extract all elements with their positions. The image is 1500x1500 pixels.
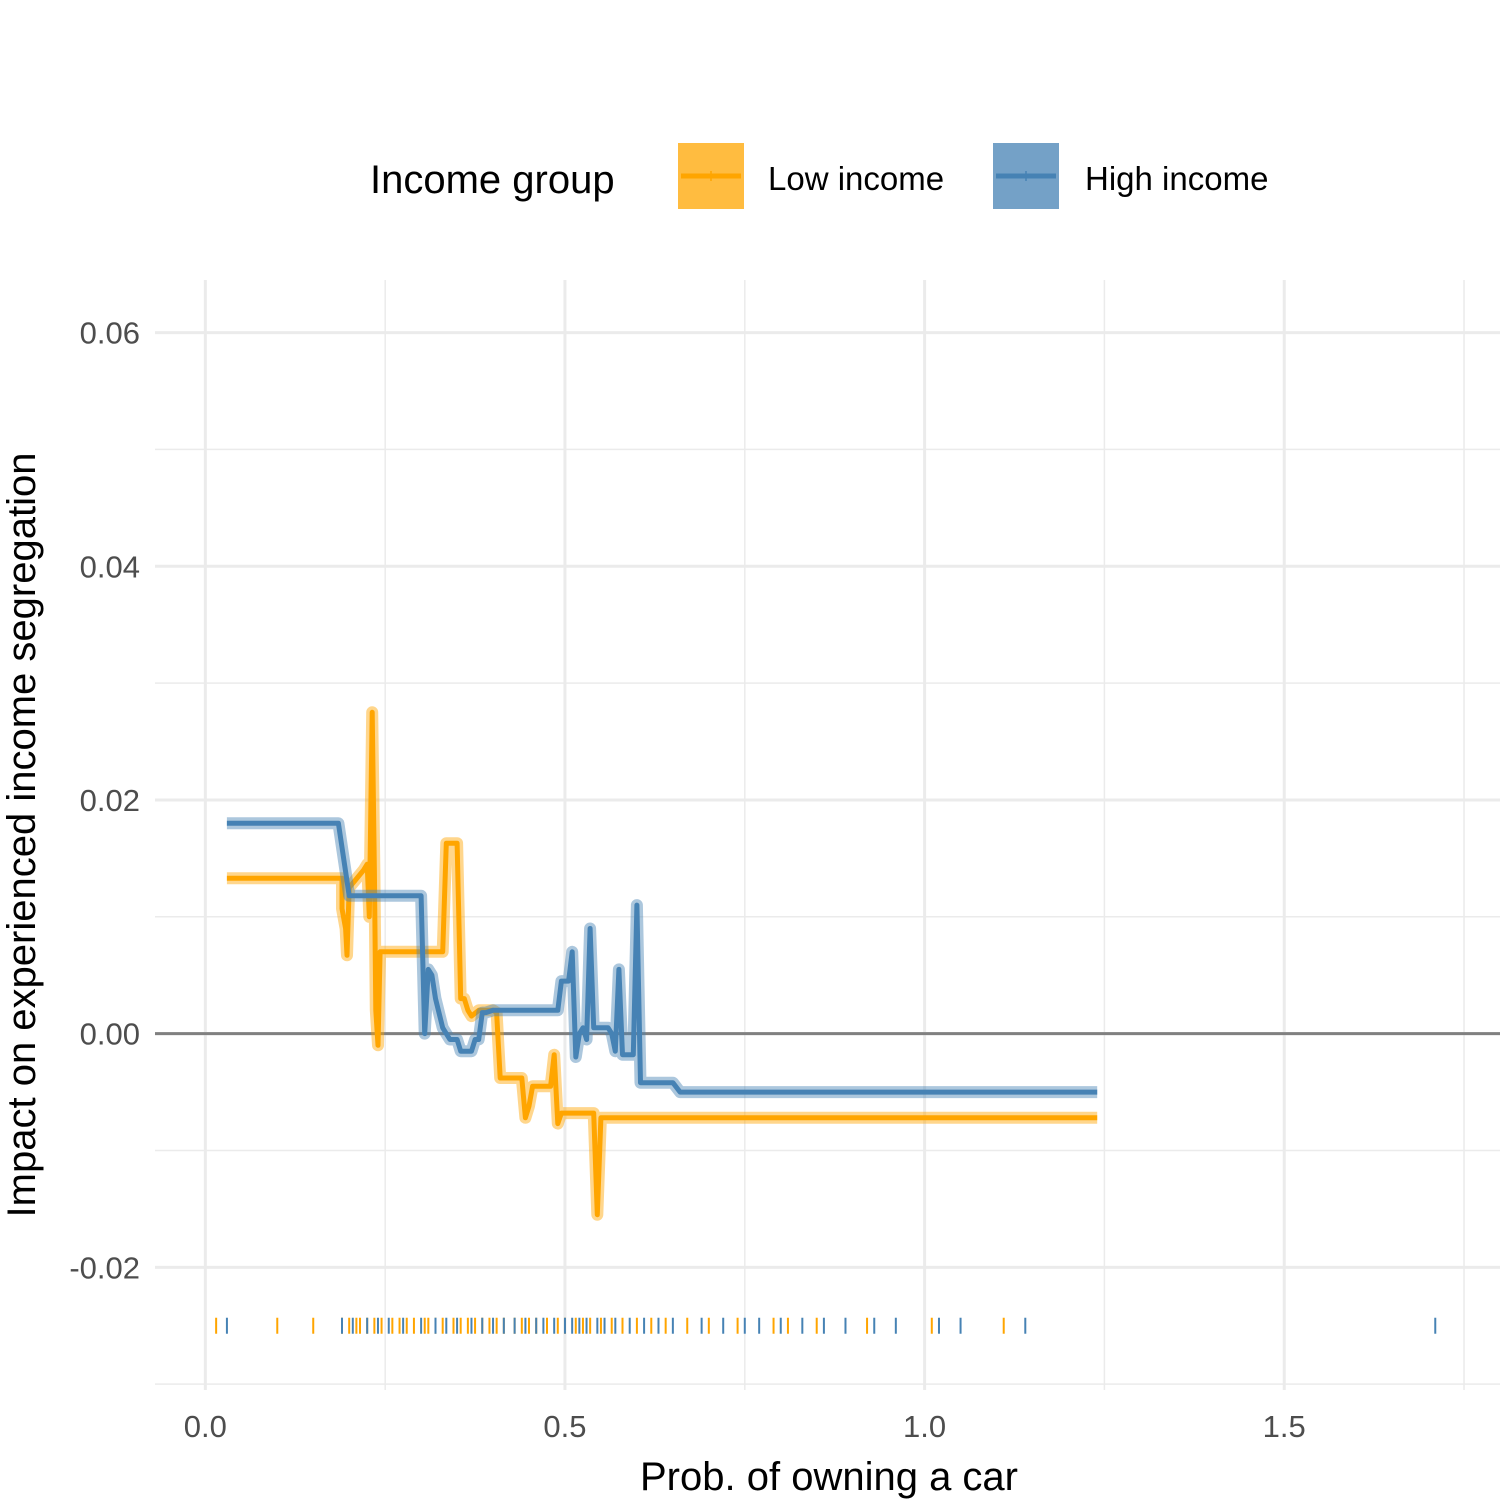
series-band-low-income [226, 706, 1098, 1221]
major-gridlines [155, 280, 1500, 1390]
rug-marks [215, 1317, 1437, 1334]
x-tick-label: 0.5 [543, 1409, 586, 1444]
x-tick-label: 0.0 [184, 1409, 227, 1444]
y-axis-ticks: -0.02 0.00 0.02 0.04 0.06 [69, 316, 140, 1286]
y-tick-label: 0.06 [80, 316, 140, 351]
y-tick-label: -0.02 [69, 1250, 140, 1285]
y-tick-label: 0.02 [80, 783, 140, 818]
series-line-low-income [226, 709, 1098, 1218]
legend-label-low-income: Low income [768, 160, 944, 197]
series-lines [226, 706, 1098, 1221]
x-tick-label: 1.5 [1263, 1409, 1306, 1444]
x-axis-ticks: 0.0 0.5 1.0 1.5 [184, 1409, 1306, 1444]
legend: Income group Low income High income [370, 143, 1268, 209]
y-tick-label: 0.04 [80, 549, 140, 584]
series-line-high-income [226, 820, 1098, 1095]
y-tick-label: 0.00 [80, 1017, 140, 1052]
x-tick-label: 1.0 [903, 1409, 946, 1444]
y-axis-title: Impact on experienced income segregation [0, 453, 44, 1218]
legend-title: Income group [370, 158, 615, 202]
series-band-high-income [226, 817, 1098, 1099]
legend-key-high-income [993, 143, 1059, 209]
legend-key-low-income [678, 143, 744, 209]
x-axis-title: Prob. of owning a car [640, 1455, 1018, 1499]
minor-gridlines [155, 280, 1500, 1390]
legend-label-high-income: High income [1085, 160, 1268, 197]
